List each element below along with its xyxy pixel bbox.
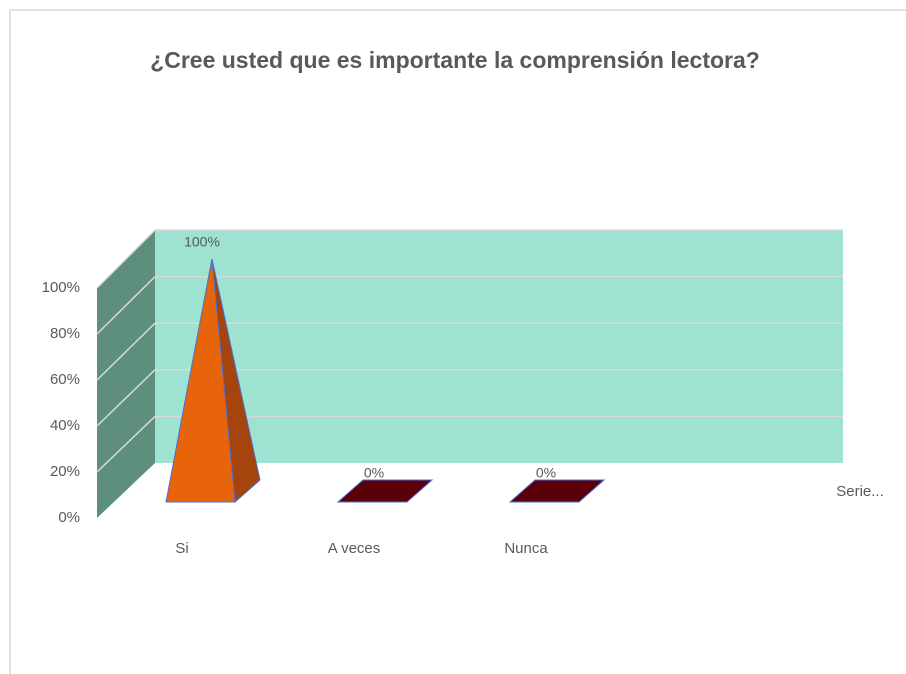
x-tick-label: A veces: [328, 540, 381, 557]
chart-frame: [9, 9, 906, 674]
y-tick-label: 40%: [50, 417, 80, 434]
y-tick-label: 100%: [42, 279, 80, 296]
grid-line: [96, 369, 156, 427]
grid-line: [96, 415, 156, 473]
side-wall: [97, 230, 155, 518]
data-label: 100%: [184, 234, 220, 250]
chart-title: ¿Cree usted que es importante la compren…: [150, 47, 760, 73]
legend-label: Serie...: [836, 483, 884, 500]
grid-line: [96, 322, 156, 381]
pyramid-base: [336, 479, 434, 503]
data-label: 0%: [536, 465, 556, 481]
pyramid-base: [508, 479, 606, 503]
grid-line: [96, 276, 156, 335]
data-label: 0%: [364, 465, 384, 481]
pyramid-front: [165, 258, 236, 503]
x-tick-label: Si: [175, 540, 188, 557]
y-tick-label: 20%: [50, 463, 80, 480]
grid-line: [96, 229, 156, 289]
y-tick-label: 60%: [50, 371, 80, 388]
y-tick-label: 0%: [58, 509, 80, 526]
back-wall: [155, 230, 843, 463]
y-tick-label: 80%: [50, 325, 80, 342]
x-tick-label: Nunca: [504, 540, 548, 557]
